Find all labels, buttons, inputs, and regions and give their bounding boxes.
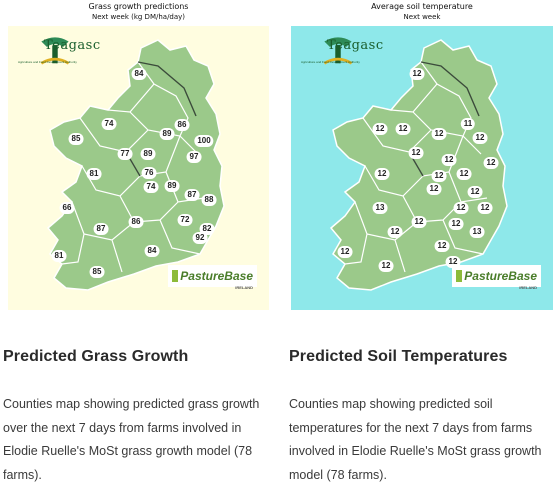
- grass-growth-value-badge: 76: [141, 167, 157, 179]
- teagasc-logo: Teagasc Agriculture and Food Development…: [297, 36, 383, 66]
- soil-temperature-value-badge: 13: [469, 226, 485, 238]
- teagasc-logo-text: Teagasc: [327, 38, 384, 53]
- soil-temperature-value-badge: 12: [483, 157, 499, 169]
- soil-temperature-value-badge: 12: [445, 256, 461, 268]
- grass-growth-value-badge: 86: [128, 216, 144, 228]
- soil-temperature-description: Counties map showing predicted soil temp…: [289, 397, 542, 482]
- soil-temperature-heading: Predicted Soil Temperatures: [289, 348, 508, 365]
- grass-growth-value-badge: 88: [201, 194, 217, 206]
- soil-temperature-value-badge: 12: [374, 168, 390, 180]
- teagasc-mark-icon: [40, 37, 70, 65]
- soil-temperature-value-badge: 12: [467, 186, 483, 198]
- grass-growth-value-badge: 74: [143, 181, 159, 193]
- grass-growth-value-badge: 87: [184, 189, 200, 201]
- grass-growth-description: Counties map showing predicted grass gro…: [3, 397, 260, 482]
- grass-growth-value-badge: 66: [59, 202, 75, 214]
- soil-temperature-map-figure[interactable]: Average soil temperature Next week Teaga…: [291, 0, 553, 310]
- grass-growth-map-figure[interactable]: Grass growth predictions Next week (kg D…: [8, 0, 269, 310]
- soil-temperature-value-badge: 12: [472, 132, 488, 144]
- grass-growth-value-badge: 89: [159, 128, 175, 140]
- grass-growth-value-badge: 100: [194, 135, 214, 147]
- pasturebase-logo-sub: IRELAND: [519, 285, 537, 290]
- map-title: Average soil temperature: [371, 2, 473, 11]
- teagasc-mark-icon: [323, 37, 353, 65]
- pasturebase-leaf-icon: [172, 270, 179, 282]
- grass-growth-value-badge: 84: [131, 68, 147, 80]
- soil-temperature-value-badge: 12: [426, 183, 442, 195]
- soil-temperature-value-badge: 12: [378, 260, 394, 272]
- map-subtitle: Next week: [403, 13, 441, 21]
- soil-temperature-value-badge: 12: [434, 240, 450, 252]
- grass-growth-value-badge: 72: [177, 214, 193, 226]
- grass-growth-value-badge: 81: [51, 250, 67, 262]
- soil-temperature-value-badge: 12: [453, 202, 469, 214]
- soil-temperature-value-badge: 12: [409, 68, 425, 80]
- soil-temperature-value-badge: 12: [372, 123, 388, 135]
- grass-growth-value-badge: 77: [117, 148, 133, 160]
- pasturebase-logo-sub: IRELAND: [235, 285, 253, 290]
- soil-temperature-value-badge: 12: [411, 216, 427, 228]
- soil-temperature-value-badge: 12: [431, 170, 447, 182]
- teagasc-logo-text: Teagasc: [44, 38, 101, 53]
- grass-growth-value-badge: 89: [164, 180, 180, 192]
- soil-temperature-value-badge: 12: [448, 218, 464, 230]
- teagasc-logo: Teagasc Agriculture and Food Development…: [14, 36, 100, 66]
- soil-temperature-value-badge: 12: [441, 154, 457, 166]
- grass-growth-value-badge: 92: [192, 232, 208, 244]
- grass-growth-value-badge: 87: [93, 223, 109, 235]
- map-canvas: Teagasc Agriculture and Food Development…: [291, 26, 553, 310]
- grass-growth-value-badge: 97: [186, 151, 202, 163]
- soil-temperature-value-badge: 12: [387, 226, 403, 238]
- map-subtitle: Next week (kg DM/ha/day): [91, 13, 186, 21]
- pasturebase-leaf-icon: [456, 270, 463, 282]
- soil-temperature-value-badge: 13: [372, 202, 388, 214]
- pasturebase-logo: PastureBase IRELAND: [168, 265, 257, 290]
- grass-growth-value-badge: 85: [89, 266, 105, 278]
- map-title: Grass growth predictions: [88, 2, 189, 11]
- grass-growth-value-badge: 84: [144, 245, 160, 257]
- soil-temperature-value-badge: 12: [408, 147, 424, 159]
- teagasc-logo-tagline: Agriculture and Food Development Authori…: [301, 60, 360, 64]
- grass-growth-value-badge: 85: [68, 133, 84, 145]
- soil-temperature-value-badge: 12: [431, 128, 447, 140]
- grass-growth-value-badge: 89: [140, 148, 156, 160]
- grass-growth-value-badge: 86: [174, 119, 190, 131]
- pasturebase-logo-text: PastureBase: [464, 269, 537, 283]
- soil-temperature-value-badge: 12: [477, 202, 493, 214]
- grass-growth-value-badge: 81: [86, 168, 102, 180]
- soil-temperature-value-badge: 12: [395, 123, 411, 135]
- soil-temperature-value-badge: 12: [337, 246, 353, 258]
- soil-temperature-value-badge: 12: [456, 168, 472, 180]
- map-canvas: Teagasc Agriculture and Food Development…: [8, 26, 269, 310]
- soil-temperature-value-badge: 11: [460, 118, 476, 130]
- teagasc-logo-tagline: Agriculture and Food Development Authori…: [18, 60, 77, 64]
- grass-growth-value-badge: 74: [101, 118, 117, 130]
- pasturebase-logo-text: PastureBase: [180, 269, 253, 283]
- grass-growth-heading: Predicted Grass Growth: [3, 348, 189, 365]
- pasturebase-logo: PastureBase IRELAND: [452, 265, 541, 290]
